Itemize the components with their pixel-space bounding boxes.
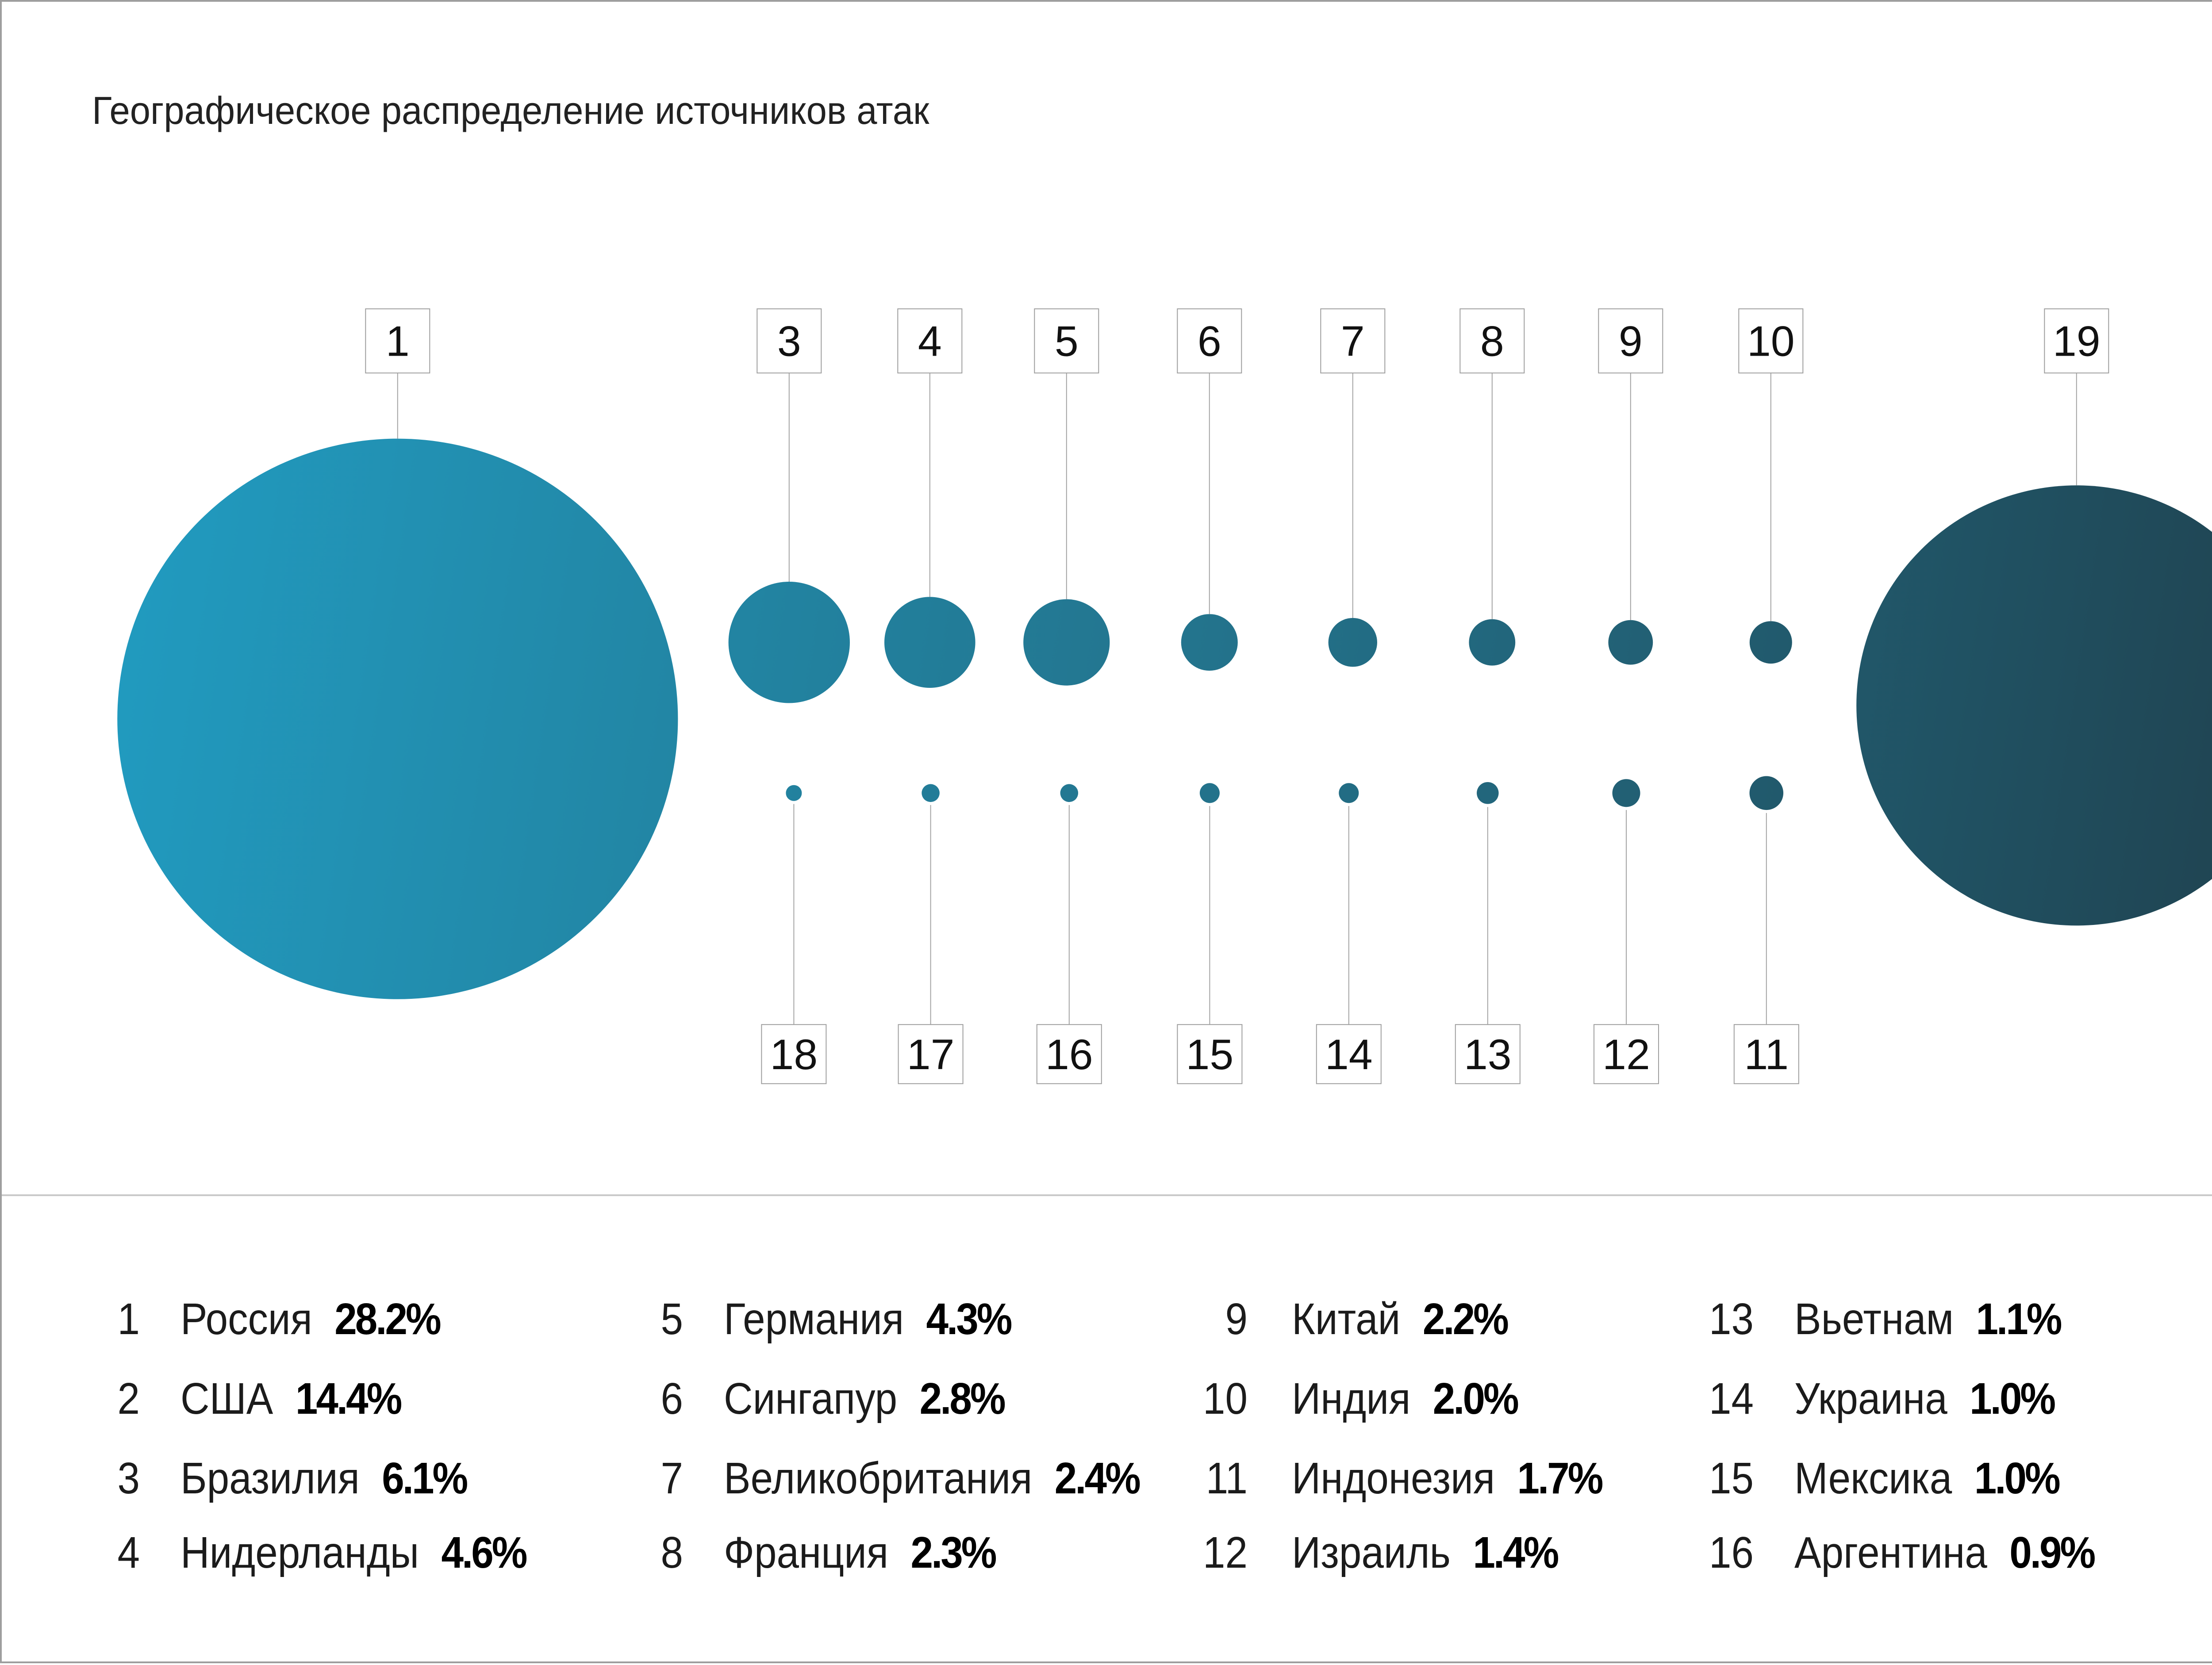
svg-text:6: 6 [1198,317,1221,365]
svg-text:14: 14 [1325,1030,1373,1078]
svg-text:15: 15 [1186,1030,1234,1078]
svg-text:12: 12 [1602,1030,1650,1078]
svg-text:8: 8 [1480,317,1504,365]
svg-text:19: 19 [2053,317,2101,365]
svg-text:13: 13 [1464,1030,1512,1078]
svg-text:4: 4 [918,317,942,365]
svg-text:11: 11 [1744,1030,1789,1078]
svg-text:3: 3 [777,317,801,365]
svg-text:7: 7 [1341,317,1365,365]
svg-text:9: 9 [1619,317,1643,365]
svg-text:18: 18 [770,1030,818,1078]
svg-text:1: 1 [386,317,410,365]
svg-text:16: 16 [1045,1030,1093,1078]
svg-text:17: 17 [907,1030,955,1078]
svg-text:10: 10 [1747,317,1795,365]
svg-text:5: 5 [1055,317,1079,365]
